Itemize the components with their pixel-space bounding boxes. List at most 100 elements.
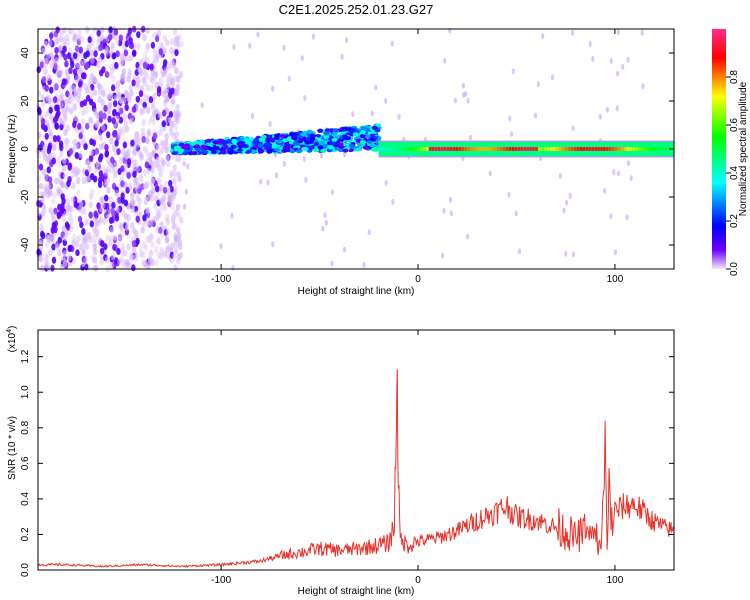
spectrogram-cell	[81, 108, 86, 116]
spectrogram-cell	[190, 141, 197, 146]
spectrogram-cell	[222, 144, 229, 149]
spectrogram-cell	[114, 214, 120, 222]
spectrogram-cell	[331, 137, 338, 142]
spectrogram-cell	[458, 147, 461, 151]
spectrogram-cell	[151, 118, 157, 126]
spectrogram-cell	[50, 233, 55, 241]
spectrogram-cell	[482, 147, 485, 151]
x-tick-label: -100	[211, 575, 231, 586]
spectrogram-cell	[48, 39, 53, 47]
spectrogram-cell	[54, 57, 59, 65]
colorbar-tick-label: 0.4	[729, 166, 740, 180]
spectrogram-cell	[186, 163, 190, 170]
spectrogram-cell	[313, 148, 320, 153]
spectrogram-cell	[170, 50, 176, 58]
spectrogram-cell	[100, 240, 105, 248]
spectrogram-cell	[321, 225, 325, 232]
spectrogram-cell	[226, 138, 232, 143]
spectrogram-cell	[115, 115, 120, 123]
spectrogram-cell	[99, 69, 104, 77]
spectrogram-cell	[57, 76, 62, 84]
spectrogram-cell	[135, 237, 140, 245]
spectrogram-cell	[381, 147, 385, 151]
spectrogram-cell	[78, 132, 83, 140]
spectrogram-cell	[105, 256, 110, 264]
spectrogram-cell	[124, 104, 129, 111]
spectrogram-cell	[58, 69, 63, 77]
spectrogram-cell	[154, 81, 159, 89]
spectrogram-cell	[626, 160, 631, 167]
spectrogram-cell	[73, 52, 78, 60]
spectrogram-cell	[330, 260, 334, 267]
spectrogram-cell	[125, 186, 130, 194]
spectrogram-cell	[55, 104, 60, 112]
spectrogram-cell	[99, 258, 104, 265]
spectrogram-cell	[74, 45, 80, 53]
spectrogram-cell	[514, 147, 518, 151]
spectrogram-cell	[94, 147, 100, 155]
spectrogram-cell	[177, 237, 182, 245]
spectrogram-cell	[136, 42, 141, 50]
spectrogram-cell	[172, 222, 178, 230]
spectrogram-cell	[45, 155, 50, 163]
spectrogram-cell	[84, 62, 90, 70]
spectrogram-cell	[629, 175, 633, 182]
spectrogram-cell	[638, 147, 642, 151]
spectrogram-cell	[345, 136, 351, 141]
spectrogram-cell	[63, 234, 68, 242]
spectrogram-cell	[131, 105, 137, 113]
spectrogram-cell	[112, 233, 118, 241]
spectrogram-cell	[36, 66, 41, 74]
spectrogram-cell	[131, 79, 136, 87]
spectrogram-cell	[58, 35, 64, 43]
spectrogram-cell	[617, 170, 621, 177]
spectrogram-cell	[57, 236, 62, 244]
spectrogram-cell	[73, 200, 78, 208]
spectrogram-cell	[323, 212, 327, 219]
spectrogram-cell	[152, 92, 157, 100]
spectrogram-cell	[157, 164, 162, 172]
spectrogram-cell	[487, 147, 491, 151]
spectrogram-cell	[89, 90, 94, 98]
spectrogram-cell	[323, 134, 330, 139]
spectrogram-cell	[629, 147, 633, 151]
spectrogram-cell	[109, 226, 115, 234]
spectrogram-cell	[80, 139, 86, 146]
spectrogram-cell	[367, 229, 371, 236]
spectrogram-cell	[55, 37, 60, 45]
spectrogram-cell	[39, 223, 44, 231]
spectrogram-cell	[174, 145, 181, 150]
spectrogram-cell	[77, 80, 83, 88]
spectrogram-cell	[113, 94, 119, 102]
spectrogram-cell	[405, 147, 408, 151]
spectrogram-cell	[63, 172, 68, 180]
spectrogram-cell	[422, 147, 426, 151]
spectrogram-cell	[136, 194, 141, 202]
spectrogram-cell	[326, 148, 333, 153]
spectrogram-cell	[38, 239, 43, 247]
spectrogram-cell	[324, 219, 328, 226]
spectrogram-cell	[145, 26, 150, 34]
spectrogram-cell	[342, 148, 349, 153]
spectrogram-cell	[535, 147, 538, 151]
spectrogram-cell	[74, 152, 80, 159]
spectrogram-cell	[53, 82, 59, 90]
spectrogram-cell	[158, 111, 163, 119]
spectrogram-cell	[62, 260, 68, 267]
spectrogram-cell	[246, 149, 252, 154]
spectrogram-cell	[162, 34, 168, 42]
spectrogram-cell	[508, 147, 512, 151]
spectrogram-cell	[449, 147, 453, 151]
spectrogram-cell	[274, 147, 280, 152]
spectrogram-cell	[159, 41, 164, 49]
spectrogram-cell	[309, 136, 316, 141]
spectrogram-cell	[144, 161, 150, 169]
spectrogram-cell	[212, 140, 219, 145]
y-tick-label: 0.2	[20, 527, 31, 541]
spectrogram-cell	[372, 146, 379, 151]
spectrogram-cell	[570, 147, 574, 151]
spectrogram-cell	[243, 138, 250, 143]
spectrogram-cell	[52, 135, 58, 143]
spectrogram-cell	[148, 249, 154, 257]
spectrogram-cell	[57, 203, 62, 211]
